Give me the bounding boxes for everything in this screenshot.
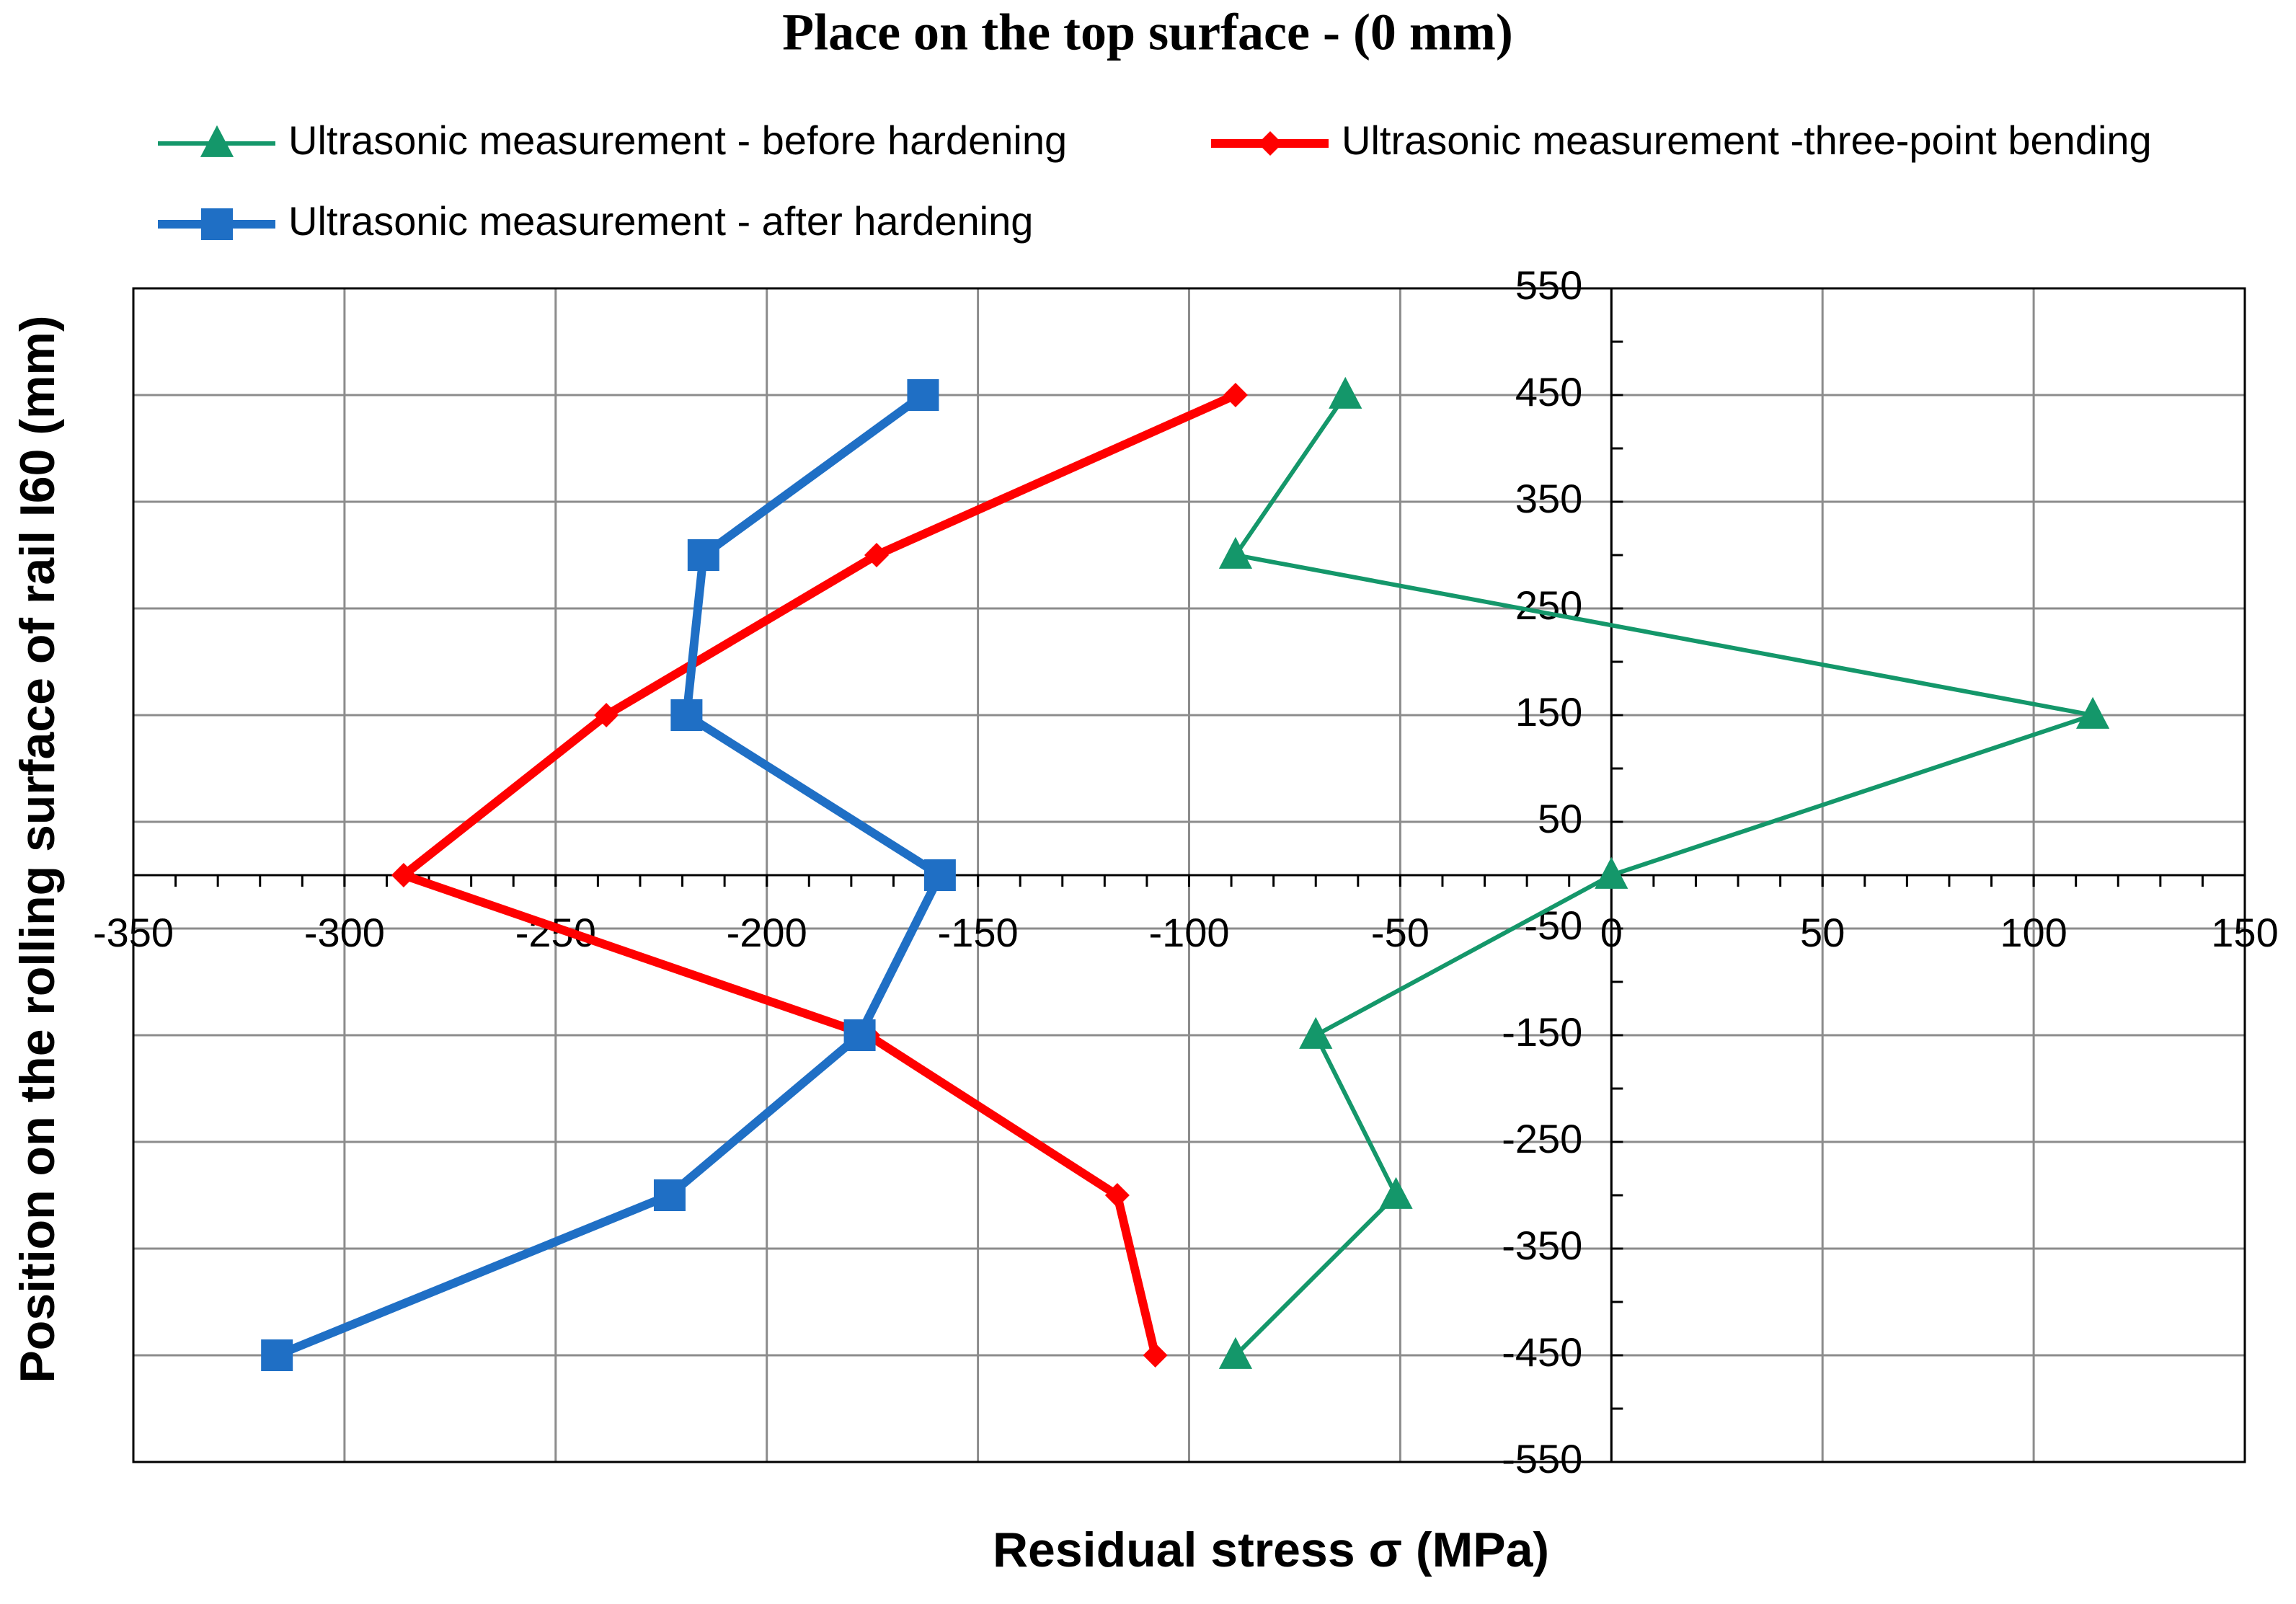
marker	[1218, 536, 1253, 569]
y-tick-label: -550	[1502, 1436, 1582, 1481]
marker	[687, 539, 719, 571]
y-tick-label: -350	[1502, 1223, 1582, 1268]
marker	[653, 1179, 686, 1211]
marker	[907, 379, 939, 411]
chart-title: Place on the top surface - (0 mm)	[782, 4, 1513, 61]
marker	[1299, 1016, 1333, 1049]
marker	[1258, 131, 1282, 156]
y-tick-label: -250	[1502, 1116, 1582, 1161]
x-tick-label: -100	[1148, 910, 1229, 955]
marker	[1329, 376, 1362, 409]
x-tick-label: -350	[93, 910, 174, 955]
marker	[261, 1339, 293, 1371]
marker	[1143, 1343, 1168, 1368]
y-tick-label: 150	[1515, 689, 1582, 735]
marker	[864, 543, 890, 567]
legend-label: Ultrasonic measurement - after hardening	[288, 198, 1033, 244]
y-axis-title: Position on the rolling surface of rail …	[10, 315, 65, 1383]
x-tick-label: -150	[938, 910, 1019, 955]
x-tick-label: -50	[1371, 910, 1430, 955]
y-tick-label: -150	[1502, 1009, 1582, 1055]
marker	[2076, 696, 2110, 729]
x-tick-label: 0	[1600, 910, 1623, 955]
x-axis-title: Residual stress σ (MPa)	[993, 1523, 1549, 1577]
y-tick-label: 450	[1515, 369, 1582, 415]
legend-label: Ultrasonic measurement -three-point bend…	[1342, 118, 2152, 163]
y-tick-label: 50	[1538, 796, 1582, 841]
y-tick-label: -450	[1502, 1329, 1582, 1375]
marker	[1104, 1183, 1130, 1208]
marker	[201, 208, 233, 240]
x-tick-label: -300	[304, 910, 385, 955]
x-tick-label: 150	[2211, 910, 2278, 955]
marker	[1223, 383, 1248, 407]
x-tick-label: -200	[727, 910, 807, 955]
y-tick-label: 350	[1515, 476, 1582, 521]
legend-label: Ultrasonic measurement - before hardenin…	[288, 118, 1067, 163]
marker	[594, 703, 619, 727]
marker	[391, 863, 416, 887]
x-tick-label: 100	[2000, 910, 2067, 955]
marker	[200, 125, 234, 157]
marker	[923, 859, 956, 891]
marker	[1379, 1177, 1413, 1209]
y-tick-label: 250	[1515, 582, 1582, 628]
marker	[1218, 1337, 1253, 1369]
marker	[1595, 856, 1628, 889]
marker	[843, 1019, 876, 1051]
y-tick-label: 550	[1515, 262, 1582, 308]
x-tick-label: 50	[1800, 910, 1845, 955]
marker	[670, 699, 703, 731]
y-tick-label: -50	[1524, 903, 1582, 948]
